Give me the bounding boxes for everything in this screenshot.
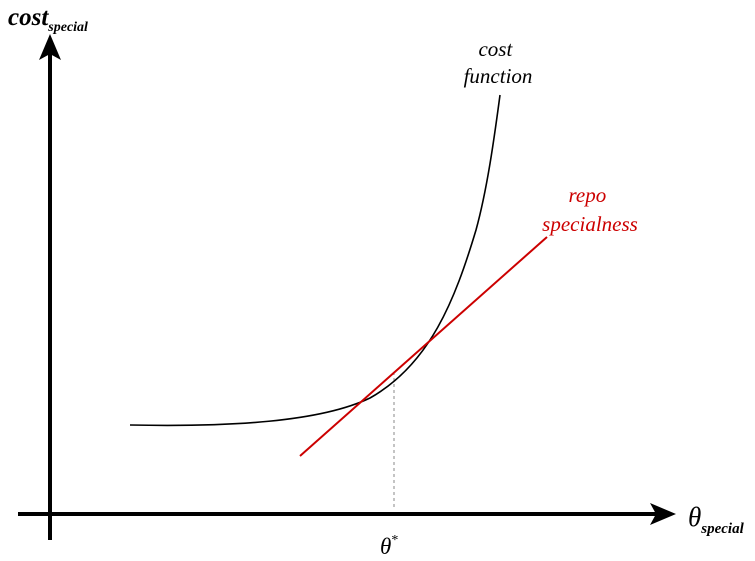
- x-axis-label-main: θ: [688, 502, 701, 532]
- theta-star-label: θ*: [380, 533, 398, 559]
- repo-specialness-line: [299, 236, 548, 457]
- x-axis-label-subscript: special: [700, 521, 744, 537]
- y-axis-arrowhead: [39, 34, 61, 60]
- cost-function-label: cost function: [464, 37, 533, 88]
- repo-specialness-label-line2: specialness: [542, 212, 638, 236]
- theta-star-label-superscript: *: [391, 533, 398, 548]
- repo-specialness-label-line1: repo: [569, 183, 607, 207]
- cost-function-curve: [129, 94, 501, 427]
- y-axis-label-main: cost: [8, 4, 49, 31]
- x-axis-arrowhead: [650, 503, 676, 525]
- theta-star-label-main: θ: [380, 534, 391, 559]
- y-axis-label: costspecial: [8, 4, 88, 35]
- y-axis-label-subscript: special: [47, 20, 88, 35]
- cost-function-label-line1: cost: [478, 37, 513, 61]
- cost-function-label-line2: function: [464, 64, 533, 88]
- x-axis-label: θspecial: [688, 502, 745, 537]
- repo-specialness-label: repo specialness: [542, 183, 638, 236]
